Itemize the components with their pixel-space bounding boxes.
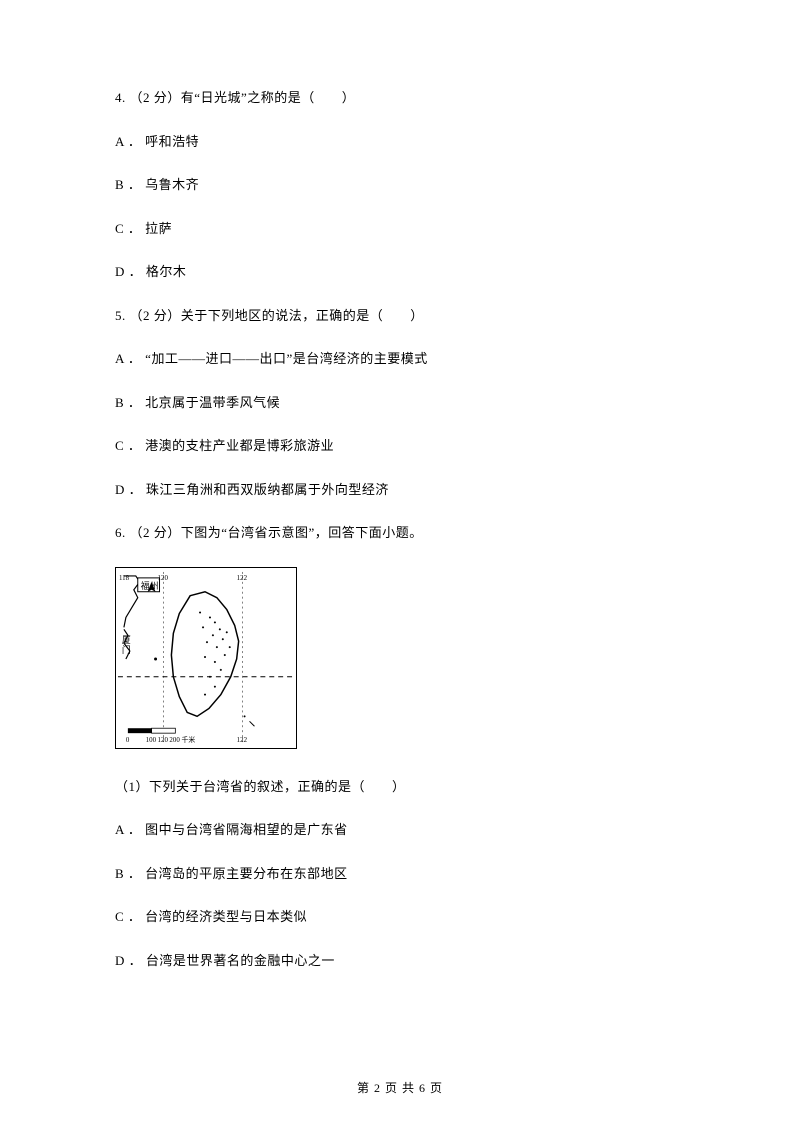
question-5-option-b: B ． 北京属于温带季风气候 xyxy=(115,393,685,413)
svg-text:100: 100 xyxy=(146,737,157,744)
question-5-option-a: A ． “加工——进口——出口”是台湾经济的主要模式 xyxy=(115,349,685,369)
question-6-stem: 6. （2 分）下图为“台湾省示意图”，回答下面小题。 xyxy=(115,523,685,543)
svg-text:122: 122 xyxy=(237,574,248,581)
question-4-stem: 4. （2 分）有“日光城”之称的是（ ） xyxy=(115,88,685,108)
svg-text:118: 118 xyxy=(119,574,130,581)
taiwan-map-figure: 福州 厦 门 118 120 122 120 122 0 xyxy=(115,567,685,749)
svg-text:122: 122 xyxy=(237,737,248,744)
question-6-sub1: （1）下列关于台湾省的叙述，正确的是（ ） xyxy=(115,777,685,797)
question-4-option-c: C ． 拉萨 xyxy=(115,219,685,239)
question-4-option-b: B ． 乌鲁木齐 xyxy=(115,175,685,195)
question-5-stem: 5. （2 分）关于下列地区的说法，正确的是（ ） xyxy=(115,306,685,326)
question-6-option-a: A ． 图中与台湾省隔海相望的是广东省 xyxy=(115,820,685,840)
svg-text:200 千米: 200 千米 xyxy=(169,735,195,744)
map-label-xiamen: 厦 xyxy=(122,635,131,645)
question-6-option-b: B ． 台湾岛的平原主要分布在东部地区 xyxy=(115,864,685,884)
page-footer: 第 2 页 共 6 页 xyxy=(0,1079,800,1096)
svg-text:0: 0 xyxy=(126,737,130,744)
question-5-option-c: C ． 港澳的支柱产业都是博彩旅游业 xyxy=(115,436,685,456)
taiwan-map-svg: 福州 厦 门 118 120 122 120 122 0 xyxy=(115,567,297,749)
question-4-option-a: A ． 呼和浩特 xyxy=(115,132,685,152)
question-5-option-d: D ． 珠江三角洲和西双版纳都属于外向型经济 xyxy=(115,480,685,500)
svg-text:门: 门 xyxy=(122,644,131,655)
question-6-option-c: C ． 台湾的经济类型与日本类似 xyxy=(115,907,685,927)
question-6-option-d: D ． 台湾是世界著名的金融中心之一 xyxy=(115,951,685,971)
question-4-option-d: D ． 格尔木 xyxy=(115,262,685,282)
svg-text:120: 120 xyxy=(158,574,169,581)
svg-text:120: 120 xyxy=(158,737,169,744)
